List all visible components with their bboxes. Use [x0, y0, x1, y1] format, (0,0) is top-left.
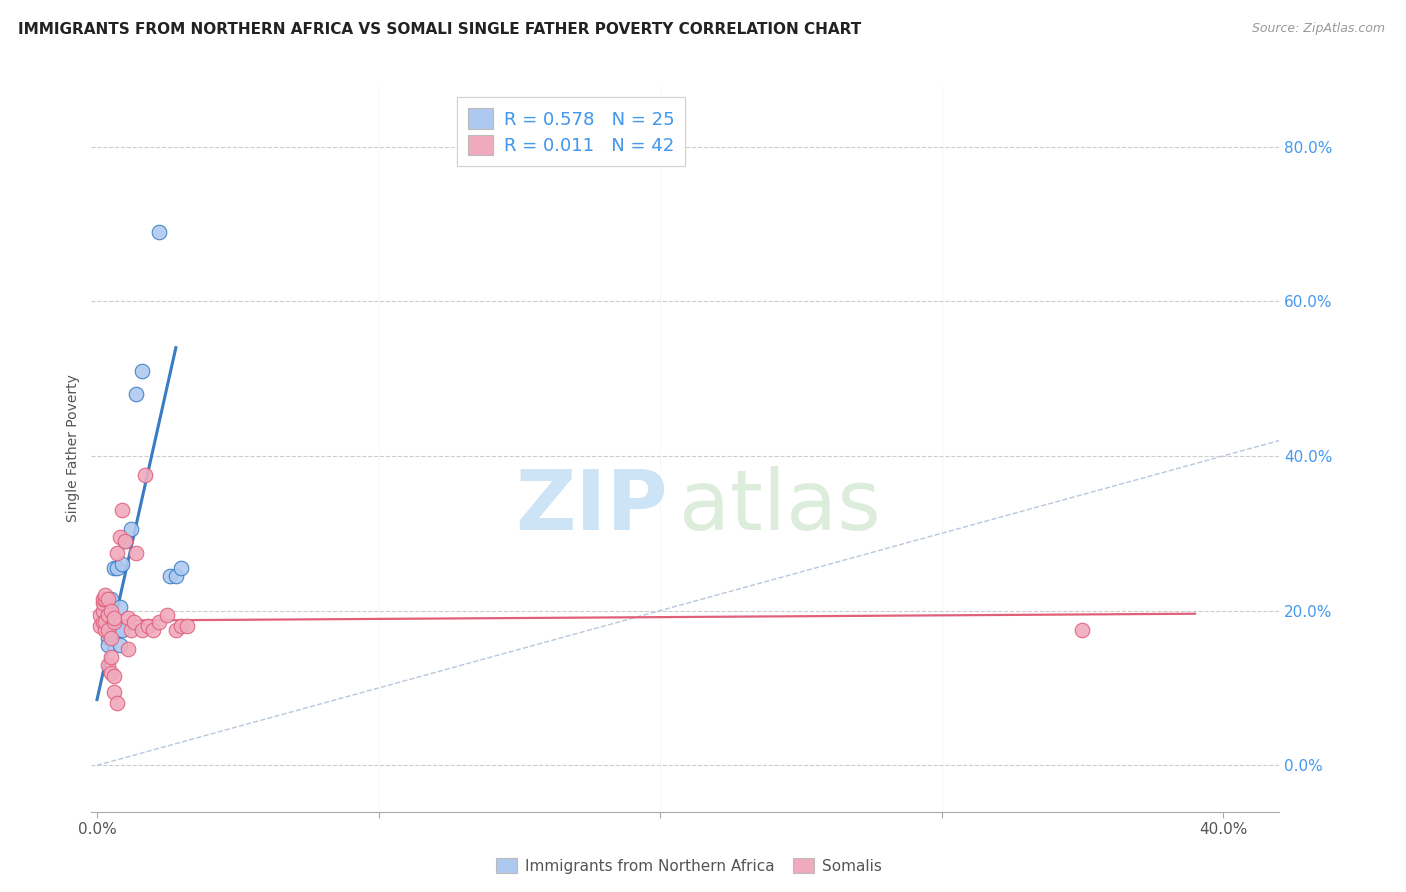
Point [97, 657, 120, 672]
Point [103, 685, 125, 699]
Point [142, 623, 165, 637]
Point [97, 607, 120, 622]
Point [134, 468, 156, 483]
Text: IMMIGRANTS FROM NORTHERN AFRICA VS SOMALI SINGLE FATHER POVERTY CORRELATION CHAR: IMMIGRANTS FROM NORTHERN AFRICA VS SOMAL… [18, 22, 862, 37]
Point [170, 619, 193, 633]
Point [111, 558, 134, 572]
Point [148, 225, 170, 239]
Point [91, 592, 114, 607]
Point [170, 561, 193, 575]
Text: atlas: atlas [679, 466, 882, 547]
Point [103, 611, 125, 625]
Point [148, 615, 170, 630]
Point [105, 561, 128, 575]
Legend: R = 0.578   N = 25, R = 0.011   N = 42: R = 0.578 N = 25, R = 0.011 N = 42 [457, 97, 685, 166]
Point [131, 364, 153, 378]
Point [120, 623, 142, 637]
Point [100, 631, 122, 645]
Point [117, 611, 139, 625]
Point [100, 623, 122, 637]
Y-axis label: Single Father Poverty: Single Father Poverty [66, 375, 80, 522]
Text: ZIP: ZIP [515, 466, 668, 547]
Point [117, 642, 139, 657]
Point [165, 623, 187, 637]
Point [100, 604, 122, 618]
Point [156, 607, 179, 622]
Point [97, 623, 120, 637]
Point [91, 604, 114, 618]
Point [103, 615, 125, 630]
Point [159, 569, 181, 583]
Point [114, 534, 136, 549]
Point [91, 615, 114, 630]
Point [100, 592, 122, 607]
Point [91, 596, 114, 610]
Point [94, 607, 117, 622]
Point [100, 607, 122, 622]
Point [94, 592, 117, 607]
Point [97, 592, 120, 607]
Point [176, 619, 198, 633]
Point [100, 650, 122, 665]
Point [97, 631, 120, 645]
Text: Source: ZipAtlas.com: Source: ZipAtlas.com [1251, 22, 1385, 36]
Point [120, 523, 142, 537]
Point [111, 503, 134, 517]
Point [100, 665, 122, 680]
Point [97, 604, 120, 618]
Point [94, 623, 117, 637]
Point [108, 530, 131, 544]
Point [136, 619, 159, 633]
Point [89, 607, 111, 622]
Point [94, 615, 117, 630]
Point [89, 619, 111, 633]
Point [103, 669, 125, 683]
Point [105, 623, 128, 637]
Point [103, 615, 125, 630]
Point [122, 615, 145, 630]
Point [108, 639, 131, 653]
Legend: Immigrants from Northern Africa, Somalis: Immigrants from Northern Africa, Somalis [489, 852, 889, 880]
Point [108, 599, 131, 614]
Point [125, 387, 148, 401]
Point [103, 561, 125, 575]
Point [100, 627, 122, 641]
Point [114, 534, 136, 549]
Point [103, 619, 125, 633]
Point [165, 569, 187, 583]
Point [94, 588, 117, 602]
Point [105, 546, 128, 560]
Point [97, 639, 120, 653]
Point [105, 697, 128, 711]
Point [1071, 623, 1094, 637]
Point [125, 546, 148, 560]
Point [131, 623, 153, 637]
Point [111, 623, 134, 637]
